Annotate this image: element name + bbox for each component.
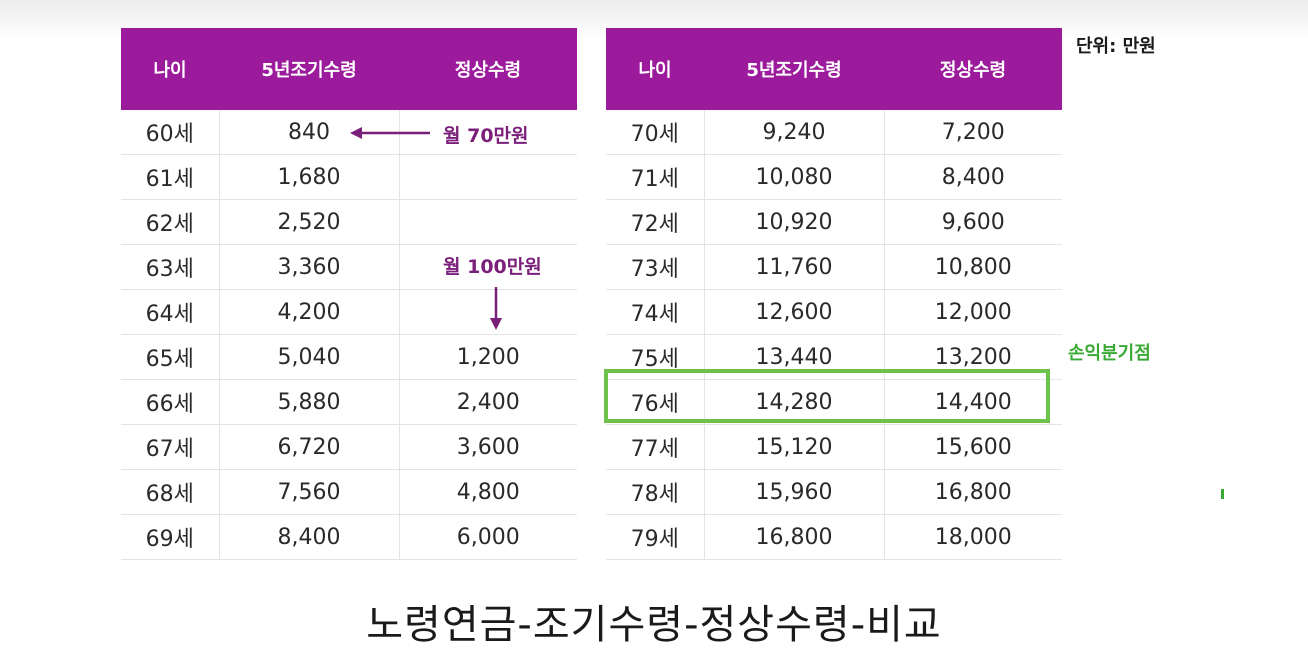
table-row: 66세 5,880 2,400	[121, 379, 577, 425]
cell-age: 76세	[606, 379, 705, 425]
cell-age: 77세	[606, 424, 705, 470]
table-row: 78세 15,960 16,800	[606, 469, 1062, 515]
cell-age: 72세	[606, 199, 705, 245]
cell-early-receipt: 15,120	[704, 424, 885, 470]
table-row: 64세 4,200	[121, 289, 577, 335]
header-age: 나이	[121, 28, 219, 110]
pension-table-left: 나이 5년조기수령 정상수령 60세 840 61세 1,680 62세 2,520 63세…	[121, 28, 577, 560]
header-age: 나이	[606, 28, 704, 110]
cell-age: 69세	[121, 514, 220, 560]
cell-early-receipt: 2,520	[219, 199, 400, 245]
cell-early-receipt: 6,720	[219, 424, 400, 470]
unit-label: 단위: 만원	[1076, 36, 1156, 57]
cell-early-receipt: 13,440	[704, 334, 885, 380]
table-row: 69세 8,400 6,000	[121, 514, 577, 560]
cell-normal-receipt: 4,800	[399, 469, 577, 515]
table-row: 70세 9,240 7,200	[606, 110, 1062, 155]
cell-normal-receipt: 7,200	[884, 110, 1062, 155]
cell-normal-receipt: 3,600	[399, 424, 577, 470]
cell-age: 74세	[606, 289, 705, 335]
cell-early-receipt: 9,240	[704, 110, 885, 155]
cell-normal-receipt	[399, 244, 577, 290]
cell-early-receipt: 15,960	[704, 469, 885, 515]
cell-age: 64세	[121, 289, 220, 335]
cell-age: 70세	[606, 110, 705, 155]
decorative-mark	[1221, 489, 1224, 499]
header-early-receipt: 5년조기수령	[219, 28, 399, 110]
cell-age: 63세	[121, 244, 220, 290]
break-even-label: 손익분기점	[1068, 343, 1151, 364]
table-header: 나이 5년조기수령 정상수령	[606, 28, 1062, 110]
cell-normal-receipt: 1,200	[399, 334, 577, 380]
cell-early-receipt: 1,680	[219, 154, 400, 200]
cell-early-receipt: 11,760	[704, 244, 885, 290]
annotation-monthly-100: 월 100만원	[443, 256, 542, 278]
cell-normal-receipt	[399, 199, 577, 245]
cell-early-receipt: 3,360	[219, 244, 400, 290]
annotation-monthly-70: 월 70만원	[443, 125, 529, 147]
cell-normal-receipt	[399, 154, 577, 200]
cell-age: 73세	[606, 244, 705, 290]
cell-age: 62세	[121, 199, 220, 245]
table-row: 76세 14,280 14,400	[606, 379, 1062, 425]
cell-early-receipt: 4,200	[219, 289, 400, 335]
cell-normal-receipt: 14,400	[884, 379, 1062, 425]
header-early-receipt: 5년조기수령	[704, 28, 884, 110]
cell-normal-receipt: 16,800	[884, 469, 1062, 515]
cell-normal-receipt: 9,600	[884, 199, 1062, 245]
cell-early-receipt: 10,080	[704, 154, 885, 200]
cell-normal-receipt: 8,400	[884, 154, 1062, 200]
table-row: 65세 5,040 1,200	[121, 334, 577, 380]
table-row: 67세 6,720 3,600	[121, 424, 577, 470]
table-row: 79세 16,800 18,000	[606, 514, 1062, 560]
break-even-highlight	[604, 369, 1050, 423]
table-row: 73세 11,760 10,800	[606, 244, 1062, 290]
cell-normal-receipt: 15,600	[884, 424, 1062, 470]
table-row: 72세 10,920 9,600	[606, 199, 1062, 245]
cell-age: 67세	[121, 424, 220, 470]
cell-early-receipt: 7,560	[219, 469, 400, 515]
cell-age: 61세	[121, 154, 220, 200]
cell-early-receipt: 8,400	[219, 514, 400, 560]
header-normal-receipt: 정상수령	[399, 28, 577, 110]
cell-normal-receipt	[399, 289, 577, 335]
down-arrow-icon	[490, 287, 502, 330]
cell-normal-receipt: 2,400	[399, 379, 577, 425]
header-normal-receipt: 정상수령	[884, 28, 1062, 110]
cell-age: 71세	[606, 154, 705, 200]
pension-table-right: 나이 5년조기수령 정상수령 70세 9,240 7,200 71세 10,080 8,4…	[606, 28, 1062, 560]
cell-early-receipt: 16,800	[704, 514, 885, 560]
table-row: 61세 1,680	[121, 154, 577, 200]
cell-normal-receipt: 10,800	[884, 244, 1062, 290]
table-row: 71세 10,080 8,400	[606, 154, 1062, 200]
cell-age: 66세	[121, 379, 220, 425]
cell-normal-receipt: 6,000	[399, 514, 577, 560]
cell-early-receipt: 12,600	[704, 289, 885, 335]
cell-age: 79세	[606, 514, 705, 560]
cell-age: 60세	[121, 110, 220, 155]
cell-age: 65세	[121, 334, 220, 380]
table-row: 74세 12,600 12,000	[606, 289, 1062, 335]
table-row: 77세 15,120 15,600	[606, 424, 1062, 470]
cell-early-receipt: 14,280	[704, 379, 885, 425]
table-row: 68세 7,560 4,800	[121, 469, 577, 515]
cell-age: 68세	[121, 469, 220, 515]
left-arrow-icon	[350, 127, 430, 139]
cell-early-receipt: 5,040	[219, 334, 400, 380]
cell-normal-receipt: 18,000	[884, 514, 1062, 560]
table-row: 62세 2,520	[121, 199, 577, 245]
table-header: 나이 5년조기수령 정상수령	[121, 28, 577, 110]
cell-age: 78세	[606, 469, 705, 515]
page-caption: 노령연금-조기수령-정상수령-비교	[366, 602, 942, 648]
cell-early-receipt: 10,920	[704, 199, 885, 245]
cell-early-receipt: 5,880	[219, 379, 400, 425]
cell-normal-receipt: 12,000	[884, 289, 1062, 335]
table-row: 63세 3,360	[121, 244, 577, 290]
table-row: 60세 840	[121, 110, 577, 155]
